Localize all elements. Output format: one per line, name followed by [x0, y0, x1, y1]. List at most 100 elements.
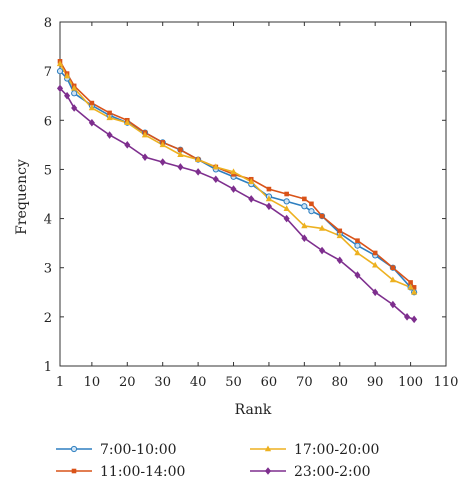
x-tick-label: 90 — [367, 375, 384, 390]
data-point — [124, 141, 131, 149]
y-tick-label: 4 — [44, 213, 52, 228]
data-point — [88, 118, 95, 127]
series-markers — [56, 59, 418, 324]
y-tick-label: 3 — [44, 262, 52, 277]
data-point — [195, 168, 202, 176]
x-tick-label: 30 — [154, 375, 171, 390]
plot-frame — [59, 21, 447, 367]
legend-label: 23:00-2:00 — [294, 464, 371, 480]
x-axis-title: Rank — [235, 402, 272, 418]
series-line-4 — [59, 87, 415, 321]
data-point — [177, 163, 184, 171]
data-point — [266, 186, 272, 192]
legend-label: 11:00-14:00 — [100, 464, 185, 480]
legend-swatch-marker — [264, 445, 272, 452]
data-point — [106, 114, 113, 121]
data-point — [56, 84, 64, 93]
legend-swatch-marker — [70, 445, 78, 453]
data-point — [319, 213, 325, 219]
data-point — [159, 141, 166, 148]
data-point — [354, 242, 361, 249]
data-point — [319, 246, 326, 255]
data-point — [302, 196, 307, 202]
data-point — [71, 90, 78, 97]
data-point — [141, 153, 149, 161]
y-tick-label: 6 — [44, 114, 52, 129]
data-point — [71, 84, 78, 91]
data-point — [64, 91, 71, 100]
legend: 7:00-10:00 17:00-20:00 11:00-14:00 23:00-2:… — [56, 442, 379, 480]
series-points-3 — [56, 60, 418, 295]
x-tick-label: 80 — [331, 375, 348, 390]
data-point — [212, 163, 219, 170]
data-point — [106, 131, 113, 139]
legend-item-2: 11:00-14:00 — [56, 464, 185, 480]
data-point — [389, 276, 397, 283]
data-point — [141, 131, 149, 138]
data-point — [71, 104, 78, 112]
legend-swatch-marker — [71, 468, 77, 474]
data-point — [283, 214, 290, 223]
series-line-1 — [59, 70, 415, 293]
series-points-1 — [56, 68, 418, 296]
data-point — [404, 313, 411, 321]
data-point — [107, 110, 112, 116]
data-point — [283, 198, 290, 205]
data-point — [337, 228, 343, 234]
x-tick-label: 70 — [296, 375, 313, 390]
data-point — [301, 203, 308, 210]
y-tick-label: 2 — [44, 311, 52, 326]
data-point — [265, 202, 272, 211]
data-point — [355, 238, 360, 243]
series-points-4 — [56, 84, 418, 324]
legend-label: 17:00-20:00 — [294, 442, 379, 458]
x-tick-label: 60 — [261, 375, 278, 390]
data-point — [124, 119, 131, 126]
data-point — [372, 250, 378, 256]
data-point — [318, 224, 326, 231]
x-tick-label: 100 — [398, 375, 423, 390]
data-point — [284, 191, 289, 197]
x-tick-label: 110 — [434, 375, 459, 390]
plot-border — [59, 21, 447, 367]
data-point — [411, 315, 418, 324]
data-point — [389, 300, 396, 309]
data-point — [410, 288, 418, 295]
data-point — [194, 156, 202, 162]
data-point — [63, 72, 71, 79]
x-tick-label: 40 — [190, 375, 207, 390]
data-point — [265, 195, 273, 202]
legend-item-4: 23:00-2:00 — [250, 464, 371, 480]
series-lines — [59, 60, 415, 321]
data-point — [230, 185, 237, 193]
data-point — [283, 205, 290, 212]
legend-label: 7:00-10:00 — [100, 442, 177, 458]
x-tick-label: 10 — [84, 375, 101, 390]
data-point — [354, 249, 361, 256]
y-tick-label: 7 — [44, 65, 52, 80]
y-axis-ticks: 1 2 3 4 5 6 7 8 — [44, 16, 446, 375]
y-tick-label: 1 — [44, 360, 52, 375]
data-point — [372, 288, 379, 297]
data-point — [336, 232, 343, 239]
x-tick-label: 20 — [119, 375, 136, 390]
x-tick-label: 50 — [225, 375, 242, 390]
data-point — [212, 175, 219, 184]
data-point — [390, 265, 396, 271]
data-point — [56, 68, 64, 75]
data-point — [309, 201, 314, 207]
data-point — [248, 195, 255, 203]
y-tick-label: 8 — [44, 16, 52, 31]
data-point — [301, 234, 308, 243]
data-point — [89, 100, 95, 106]
y-axis-title: Frequency — [14, 159, 30, 235]
data-point — [372, 261, 379, 268]
legend-item-1: 7:00-10:00 — [56, 442, 177, 458]
y-tick-label: 5 — [44, 163, 52, 178]
data-point — [407, 283, 414, 290]
data-point — [354, 271, 361, 279]
data-point — [230, 168, 237, 175]
data-point — [88, 104, 96, 111]
data-point — [301, 222, 308, 229]
